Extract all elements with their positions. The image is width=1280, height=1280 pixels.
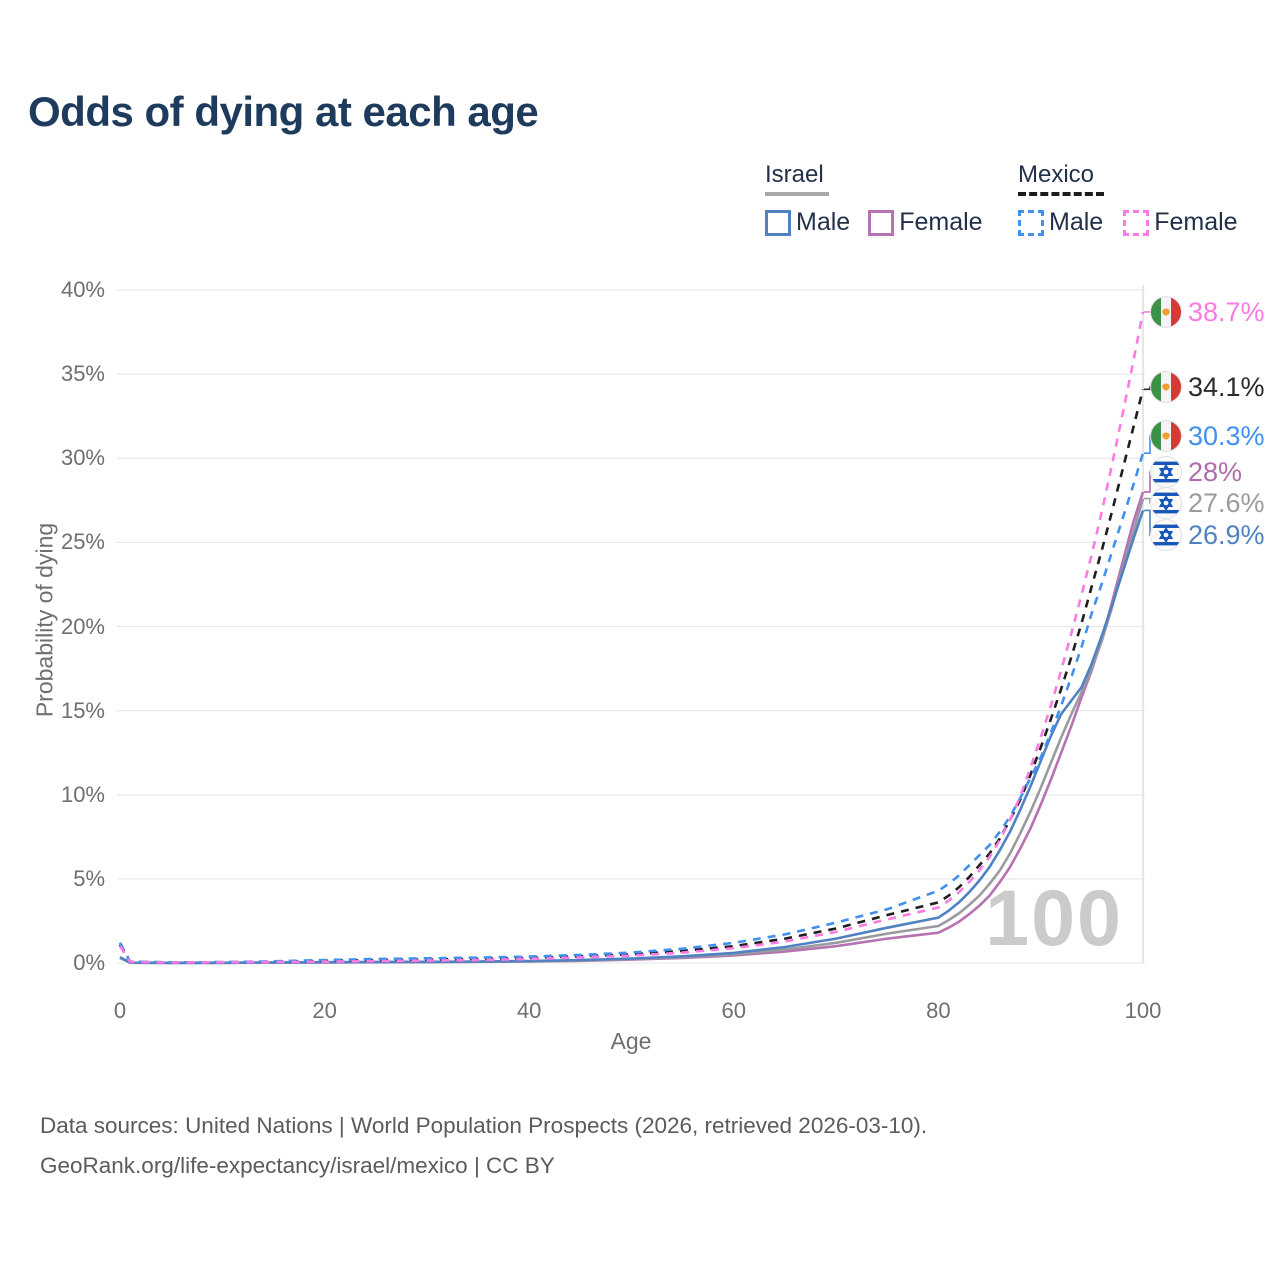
line-mexico-male [118,452,1145,964]
end-label-value: 30.3% [1188,420,1265,451]
x-axis-title: Age [610,1028,652,1054]
end-label-value: 27.6% [1188,487,1265,518]
mexico-male-swatch-icon [1018,209,1044,236]
mexico-flag-icon [1150,420,1182,452]
end-label-israel-both: 27.6% [1150,487,1265,519]
legend-item-label: Male [796,208,851,236]
legend-mexico-title: Mexico [1018,161,1095,188]
legend-item-mexico-male[interactable]: Male [1018,208,1103,237]
footer: Data sources: United Nations | World Pop… [40,1106,927,1186]
x-tick-label: 20 [312,998,337,1023]
y-tick-label: 10% [60,781,105,807]
end-label-israel-female: 28% [1150,456,1242,488]
y-tick-label: 25% [60,529,105,555]
y-tick-label: 35% [60,361,105,387]
end-label-value: 38.7% [1188,296,1265,327]
mexico-line-sample-icon [1018,192,1104,196]
legend-group-mexico: Mexico Male Female [1018,160,1238,237]
y-tick-label: 20% [60,613,105,639]
attribution-text: GeoRank.org/life-expectancy/israel/mexic… [40,1153,555,1178]
end-label-mexico-female: 38.7% [1150,296,1265,328]
x-tick-label: 60 [721,998,747,1023]
y-tick-label: 30% [60,445,105,471]
israel-flag-icon [1150,487,1182,519]
y-tick-label: 5% [73,865,105,891]
legend-item-label: Female [899,208,983,236]
legend-item-mexico-female[interactable]: Female [1123,208,1238,237]
end-label-mexico-both: 34.1% [1150,371,1265,403]
legend-item-label: Male [1049,208,1104,236]
israel-female-swatch-icon [868,209,895,236]
data-sources-text: Data sources: United Nations | World Pop… [40,1113,928,1138]
legend-item-label: Female [1154,208,1238,236]
israel-flag-icon [1150,456,1182,488]
end-label-israel-male: 26.9% [1150,519,1265,551]
y-tick-label: 15% [60,697,105,723]
israel-male-swatch-icon [765,209,791,236]
end-label-value: 26.9% [1188,519,1265,550]
line-mexico-female [118,311,1145,964]
legend-group-israel: Israel Male Female [765,160,983,237]
y-tick-label: 0% [73,950,105,975]
page-title: Odds of dying at each age [28,88,539,135]
x-tick-label: 80 [926,998,951,1023]
end-label-mexico-male: 30.3% [1150,420,1265,452]
mexico-flag-icon [1150,371,1182,403]
mexico-female-swatch-icon [1123,209,1150,236]
legend-israel-title: Israel [765,161,824,188]
end-label-value: 34.1% [1188,371,1265,402]
age-counter-watermark: 100 [985,873,1123,962]
x-tick-label: 40 [516,998,542,1023]
x-tick-label: 0 [113,998,127,1023]
israel-line-sample-icon [765,192,829,196]
y-tick-label: 40% [60,277,105,302]
israel-flag-icon [1150,519,1182,551]
x-tick-label: 100 [1124,998,1162,1023]
legend-item-israel-male[interactable]: Male [765,208,850,237]
mexico-flag-icon [1150,296,1182,328]
legend-item-israel-female[interactable]: Female [868,208,983,237]
end-label-value: 28% [1188,456,1243,487]
